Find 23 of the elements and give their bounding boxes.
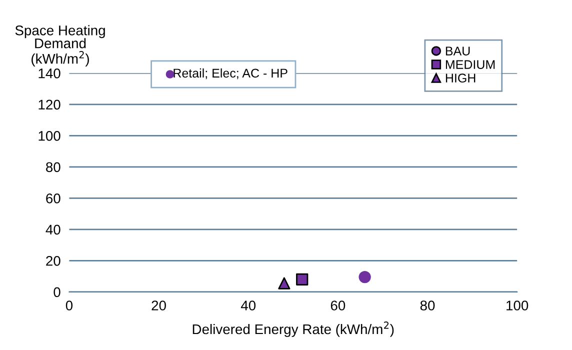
legend-label: MEDIUM xyxy=(446,60,495,69)
x-tick-label: 60 xyxy=(330,300,346,310)
annotation: Retail; Elec; AC - HP xyxy=(174,68,288,80)
y-tick-label: 20 xyxy=(46,256,60,266)
point xyxy=(296,273,308,286)
y-tick-label: 80 xyxy=(46,162,60,172)
y-tick-label: 60 xyxy=(46,193,60,204)
legend-label: HIGH xyxy=(446,74,476,83)
y-tick-label: 100 xyxy=(38,130,60,141)
x-tick-label: 0 xyxy=(66,300,73,310)
legend-label: BAU xyxy=(446,46,470,56)
y-tick-label: 40 xyxy=(46,224,60,235)
x-tick-label: 20 xyxy=(152,300,166,310)
y-axis-title: Space Heating Demand (kWh/m$^{2}$) xyxy=(15,25,105,66)
x-tick-label: 80 xyxy=(420,300,435,310)
x-tick-label: 100 xyxy=(506,300,528,310)
x-tick-label: 40 xyxy=(240,300,256,310)
y-tick-label: 120 xyxy=(38,100,60,110)
point xyxy=(278,277,290,290)
point xyxy=(358,270,371,284)
y-tick-label: 140 xyxy=(38,68,60,78)
y-tick-label: 0 xyxy=(54,287,60,298)
x-axis-title: Delivered Energy Rate (kWh/m$^{2}$) xyxy=(192,322,394,337)
